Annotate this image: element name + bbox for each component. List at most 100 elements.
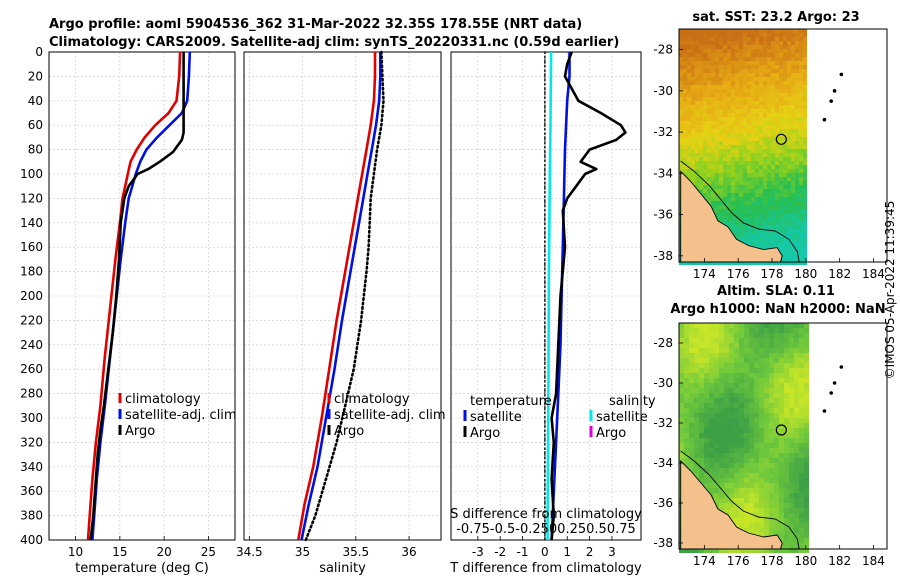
y-tick-label: 340 bbox=[20, 460, 43, 474]
x-tick-label: -3 bbox=[472, 545, 484, 559]
top-x-tick-label: 0 bbox=[549, 522, 557, 537]
x-tick-label: -2 bbox=[494, 545, 506, 559]
x-tick-label: 34.5 bbox=[236, 545, 263, 559]
y-tick-label: 260 bbox=[20, 362, 43, 376]
y-tick-label: -30 bbox=[653, 376, 673, 390]
x-tick-label: 184 bbox=[862, 267, 885, 281]
track-point bbox=[839, 365, 844, 369]
y-tick-label: -30 bbox=[653, 84, 673, 98]
land-mass bbox=[680, 459, 783, 550]
top-x-tick-label: 0.25 bbox=[557, 522, 586, 537]
top-x-tick-label: -0.75 bbox=[456, 522, 490, 537]
x-tick-label: 3 bbox=[608, 545, 616, 559]
y-tick-label: 280 bbox=[20, 387, 43, 401]
legend-heading-temperature: temperature bbox=[470, 394, 552, 409]
depth-contour bbox=[680, 450, 800, 550]
legend-label: climatology bbox=[334, 392, 410, 407]
sla-map-panel: 174 176 178 180 182 184 -28 -30 -32 -34 -36 -38 Alti… bbox=[653, 284, 888, 568]
y-tick-label: -38 bbox=[653, 536, 673, 550]
depth-contour bbox=[680, 160, 800, 263]
y-tick-label: 160 bbox=[20, 240, 43, 254]
y-tick-label: 380 bbox=[20, 509, 43, 523]
figure-title-line1: Argo profile: aoml 5904536_362 31-Mar-20… bbox=[49, 17, 582, 32]
y-tick-label: -28 bbox=[653, 43, 673, 57]
x-tick-label: 178 bbox=[761, 554, 784, 568]
x-tick-label: 35 bbox=[295, 545, 310, 559]
sst-map-panel: 174 176 178 180 182 184 -28 -30 -32 -34 -36 -38 sat.… bbox=[653, 10, 888, 281]
plot-frame bbox=[243, 51, 442, 541]
track-point bbox=[829, 99, 833, 103]
x-tick-label: 0 bbox=[541, 545, 549, 559]
x-tick-label: 1 bbox=[563, 545, 571, 559]
y-tick-label: -28 bbox=[653, 336, 673, 350]
land-mass bbox=[680, 170, 783, 263]
sst-map-title: sat. SST: 23.2 Argo: 23 bbox=[692, 10, 859, 25]
x-tick-label: 182 bbox=[828, 554, 851, 568]
plot-frame bbox=[48, 51, 236, 541]
legend-label: Argo bbox=[334, 424, 364, 439]
top-axis-label: S difference from climatology bbox=[450, 507, 642, 522]
map-frame bbox=[678, 28, 888, 263]
top-axis-tick-labels: -0.75-0.5-0.2500.250.50.75 bbox=[456, 522, 636, 537]
sla-map-title-line1: Altim. SLA: 0.11 bbox=[717, 284, 835, 299]
x-tick-label: 174 bbox=[693, 267, 716, 281]
series-line-temperature-satellite bbox=[550, 52, 571, 541]
track-point bbox=[829, 391, 833, 395]
y-tick-label: 100 bbox=[20, 167, 43, 181]
y-tick-label: 0 bbox=[35, 45, 43, 59]
map-frame bbox=[678, 322, 888, 550]
y-tick-label: 80 bbox=[28, 143, 43, 157]
legend-label: satellite-adj. clim bbox=[125, 408, 237, 423]
legend-label: satellite bbox=[596, 410, 648, 425]
y-tick-label: 180 bbox=[20, 265, 43, 279]
legend-label: satellite bbox=[470, 410, 522, 425]
y-tick-label: -36 bbox=[653, 208, 673, 222]
y-tick-label: -34 bbox=[653, 166, 673, 180]
difference-panel: -3 -2 -1 0 1 2 3 T difference from climatology t… bbox=[449, 51, 656, 576]
track-point bbox=[822, 117, 827, 122]
legend-label: satellite-adj. clim bbox=[334, 408, 446, 423]
x-tick-label: 10 bbox=[68, 545, 83, 559]
y-tick-label: 40 bbox=[28, 94, 43, 108]
x-axis-label: salinity bbox=[319, 561, 366, 576]
track-point bbox=[839, 72, 844, 77]
series-line-argo bbox=[304, 50, 385, 542]
x-tick-label: 35.5 bbox=[342, 545, 369, 559]
plot-frame bbox=[450, 51, 642, 541]
temperature-panel: 10 15 20 25 temperature (deg C) 0 20 40 60 80 100 1… bbox=[20, 45, 237, 576]
x-axis-label: T difference from climatology bbox=[449, 561, 642, 576]
x-tick-label: 180 bbox=[794, 554, 817, 568]
legend-heading-salinity: salinity bbox=[609, 394, 656, 409]
y-tick-label: 240 bbox=[20, 338, 43, 352]
y-tick-label: 400 bbox=[20, 533, 43, 547]
series-line-temperature-argo bbox=[550, 51, 627, 541]
top-x-tick-label: -0.5 bbox=[490, 522, 515, 537]
y-tick-label: -32 bbox=[653, 416, 673, 430]
y-tick-label: -34 bbox=[653, 456, 673, 470]
y-tick-label: -38 bbox=[653, 249, 673, 263]
series-line-climatology bbox=[297, 52, 377, 541]
y-tick-label: 300 bbox=[20, 411, 43, 425]
profile-location-marker bbox=[775, 424, 787, 436]
legend-label: Argo bbox=[470, 426, 500, 441]
x-tick-label: 174 bbox=[693, 554, 716, 568]
top-x-tick-label: 0.5 bbox=[586, 522, 607, 537]
x-tick-label: 36 bbox=[401, 545, 416, 559]
x-tick-label: 176 bbox=[727, 267, 750, 281]
sla-map-title-line2: Argo h1000: NaN h2000: NaN bbox=[670, 302, 885, 317]
top-x-tick-label: -0.25 bbox=[515, 522, 549, 537]
x-tick-label: 20 bbox=[157, 545, 172, 559]
track-point bbox=[832, 89, 837, 93]
figure-title-line2: Climatology: CARS2009. Satellite-adj cli… bbox=[49, 35, 619, 50]
top-x-tick-label: 0.75 bbox=[607, 522, 636, 537]
map-raster bbox=[679, 29, 807, 265]
x-tick-label: 182 bbox=[828, 267, 851, 281]
y-tick-label: 60 bbox=[28, 118, 43, 132]
track-point bbox=[832, 381, 837, 385]
y-tick-label: 320 bbox=[20, 435, 43, 449]
legend-label: Argo bbox=[596, 426, 626, 441]
series-line-satellite-adj-clim bbox=[91, 51, 192, 541]
y-tick-label: 20 bbox=[28, 69, 43, 83]
imos-timestamp: ©IMOS 05-Apr-2022 11:39:45 bbox=[883, 201, 897, 380]
